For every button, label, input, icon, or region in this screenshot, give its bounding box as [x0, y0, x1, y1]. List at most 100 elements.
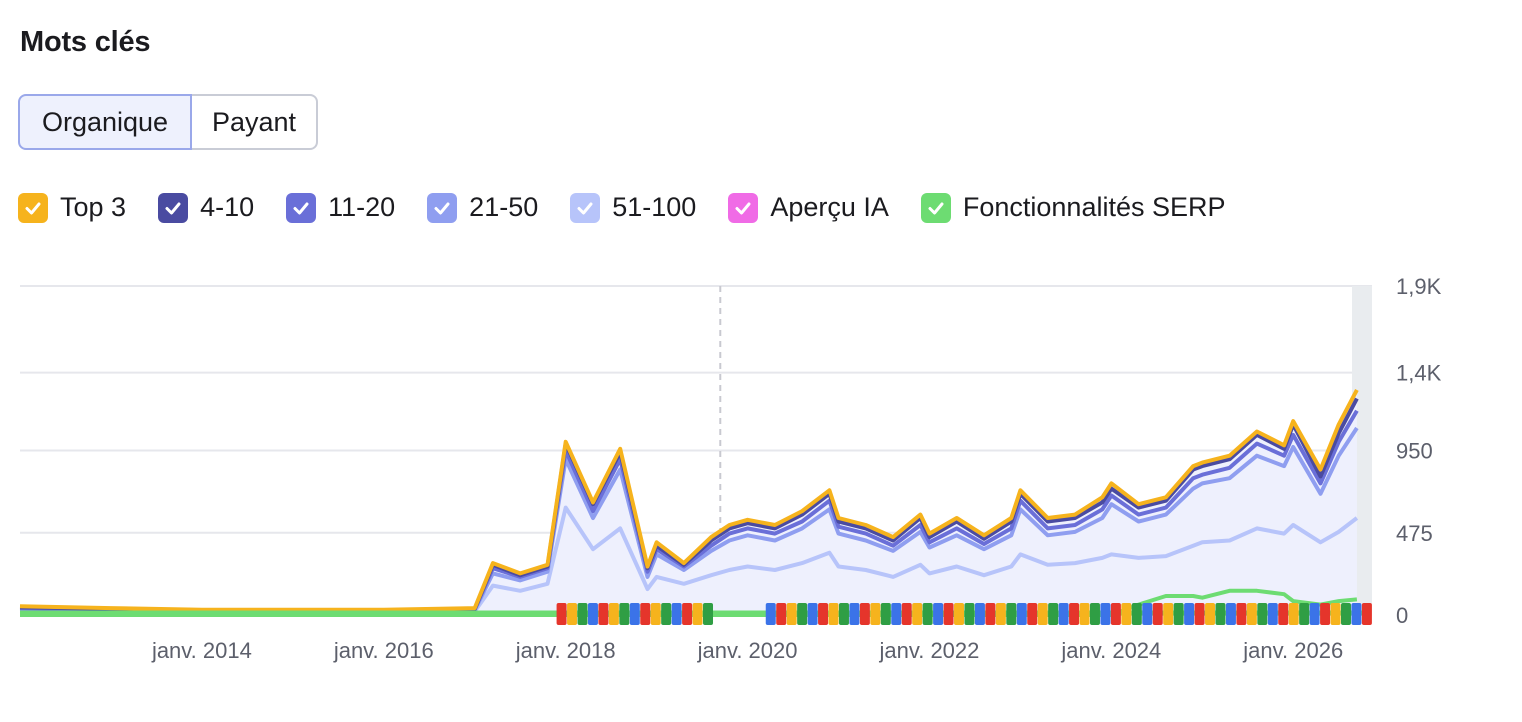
legend-item-serp-features[interactable]: Fonctionnalités SERP: [920, 192, 1226, 223]
serp-marker: [828, 603, 839, 625]
serp-marker: [1069, 603, 1080, 625]
serp-marker: [1340, 603, 1351, 625]
serp-marker: [1163, 603, 1174, 625]
serp-marker: [1257, 603, 1268, 625]
serp-marker: [1016, 603, 1027, 625]
keywords-chart: 0 475 950 1,4K 1,9K janv. 2014 janv. 2016 janv.…: [19, 274, 1442, 663]
serp-marker: [901, 603, 912, 625]
tab-payant[interactable]: Payant: [192, 94, 318, 150]
serp-marker: [985, 603, 996, 625]
serp-marker: [1330, 603, 1341, 625]
serp-marker: [797, 603, 808, 625]
serp-marker: [556, 603, 567, 625]
serp-marker: [954, 603, 965, 625]
serp-marker: [598, 603, 609, 625]
serp-marker: [1184, 603, 1195, 625]
legend-item-21-50[interactable]: 21-50: [427, 192, 538, 223]
serp-marker: [608, 603, 619, 625]
serp-marker: [1309, 603, 1320, 625]
serp-marker: [922, 603, 933, 625]
traffic-type-toggle: Organique Payant: [18, 94, 318, 150]
serp-marker: [629, 603, 640, 625]
serp-marker: [974, 603, 985, 625]
serp-marker: [891, 603, 902, 625]
serp-marker: [838, 603, 849, 625]
serp-marker: [807, 603, 818, 625]
serp-marker: [619, 603, 630, 625]
serp-marker: [661, 603, 672, 625]
serp-marker: [943, 603, 954, 625]
legend-label: Aperçu IA: [770, 192, 889, 222]
series-line: [19, 426, 1359, 614]
serp-marker: [849, 603, 860, 625]
serp-marker: [1288, 603, 1299, 625]
legend-item-apercu-ia[interactable]: Aperçu IA: [728, 192, 889, 223]
check-icon: [920, 192, 951, 223]
chart-legend: Top 3 4-10 11-20 21-50 51-100 Aperçu IA …: [18, 192, 1258, 223]
serp-marker: [1205, 603, 1216, 625]
serp-marker: [1246, 603, 1257, 625]
serp-marker: [1100, 603, 1111, 625]
serp-marker: [567, 603, 578, 625]
serp-marker: [1299, 603, 1310, 625]
serp-marker: [1048, 603, 1059, 625]
serp-marker: [703, 603, 714, 625]
check-icon: [18, 192, 48, 223]
legend-label: 51-100: [612, 192, 697, 222]
serp-marker: [587, 603, 598, 625]
serp-marker: [1089, 603, 1100, 625]
check-icon: [570, 192, 601, 223]
current-period-band: [1352, 286, 1372, 615]
serp-marker: [933, 603, 944, 625]
serp-marker: [1361, 603, 1372, 625]
y-tick-label: 950: [1396, 439, 1433, 464]
check-icon: [286, 192, 317, 223]
serp-marker: [1173, 603, 1184, 625]
x-tick-label: janv. 2016: [333, 638, 434, 663]
serp-marker: [964, 603, 975, 625]
legend-item-4-10[interactable]: 4-10: [158, 192, 254, 223]
serp-marker: [995, 603, 1006, 625]
legend-label: 11-20: [328, 192, 396, 222]
series-line: [19, 388, 1359, 612]
area-fill: [20, 389, 1357, 615]
serp-marker: [1142, 603, 1153, 625]
y-tick-label: 475: [1396, 521, 1433, 546]
serp-marker: [818, 603, 829, 625]
serp-marker: [1225, 603, 1236, 625]
serp-marker: [692, 603, 703, 625]
legend-item-top3[interactable]: Top 3: [18, 192, 126, 223]
x-tick-label: janv. 2026: [1242, 638, 1343, 663]
check-icon: [728, 192, 759, 223]
serp-marker: [765, 603, 776, 625]
legend-item-11-20[interactable]: 11-20: [286, 192, 395, 223]
serp-marker: [776, 603, 787, 625]
serp-marker: [859, 603, 870, 625]
serp-marker: [870, 603, 881, 625]
serp-marker: [1278, 603, 1289, 625]
x-tick-label: janv. 2020: [697, 638, 798, 663]
x-tick-label: janv. 2022: [879, 638, 980, 663]
serp-marker: [1131, 603, 1142, 625]
legend-label: 21-50: [469, 192, 539, 222]
serp-marker: [1267, 603, 1278, 625]
series-line: [19, 505, 1359, 615]
x-tick-label: janv. 2024: [1060, 638, 1161, 663]
serp-marker: [1194, 603, 1205, 625]
check-icon: [158, 192, 189, 223]
serp-marker: [640, 603, 651, 625]
legend-label: 4-10: [200, 192, 255, 222]
serp-marker: [1027, 603, 1038, 625]
y-tick-label: 1,9K: [1396, 274, 1442, 299]
tab-organique[interactable]: Organique: [18, 94, 192, 150]
legend-item-51-100[interactable]: 51-100: [570, 192, 696, 223]
page-title: Mots clés: [20, 26, 151, 58]
legend-label: Top 3: [60, 192, 127, 222]
x-tick-label: janv. 2018: [515, 638, 616, 663]
y-tick-label: 0: [1396, 603, 1408, 628]
serp-marker: [682, 603, 693, 625]
x-tick-label: janv. 2014: [151, 638, 252, 663]
y-tick-label: 1,4K: [1396, 361, 1442, 386]
legend-label: Fonctionnalités SERP: [962, 192, 1226, 222]
serp-marker: [1058, 603, 1069, 625]
